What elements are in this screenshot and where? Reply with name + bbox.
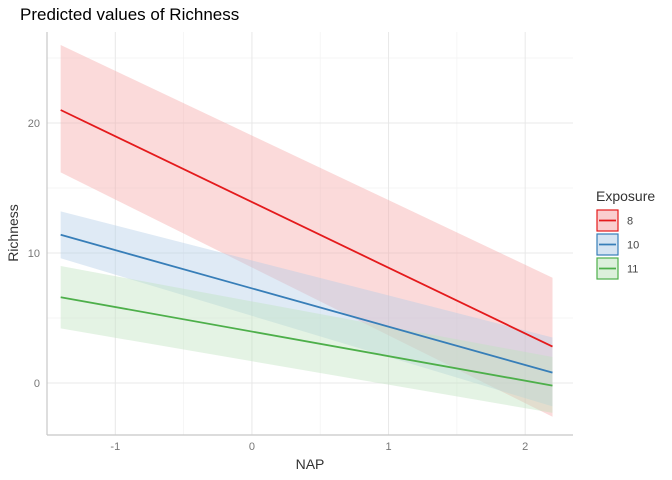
- x-tick-label: -1: [110, 441, 120, 453]
- legend-label-8: 8: [627, 216, 633, 228]
- confidence-band-11: [60, 266, 553, 413]
- y-tick-label: 10: [28, 248, 40, 260]
- series-line-10: [60, 233, 553, 374]
- legend-label-11: 11: [627, 264, 638, 276]
- legend-label-10: 10: [627, 240, 639, 252]
- series-lines: [60, 109, 553, 387]
- confidence-band-8: [60, 45, 553, 417]
- legend-title: Exposure: [596, 188, 655, 204]
- grid: [46, 32, 573, 435]
- series-line-8: [60, 109, 553, 348]
- chart-title: Predicted values of Richness: [20, 5, 239, 24]
- y-axis-title: Richness: [5, 204, 21, 262]
- x-tick-label: 1: [385, 441, 391, 453]
- axes: [46, 32, 573, 436]
- series-line-11: [60, 296, 553, 387]
- y-tick-label: 0: [34, 378, 40, 390]
- confidence-band-10: [60, 211, 553, 407]
- legend: Exposure 8 10 11: [596, 188, 655, 280]
- x-axis-title: NAP: [296, 456, 325, 472]
- x-tick-label: 2: [522, 441, 528, 453]
- confidence-bands: [60, 45, 553, 417]
- x-tick-label: 0: [249, 441, 255, 453]
- y-tick-label: 20: [28, 118, 40, 130]
